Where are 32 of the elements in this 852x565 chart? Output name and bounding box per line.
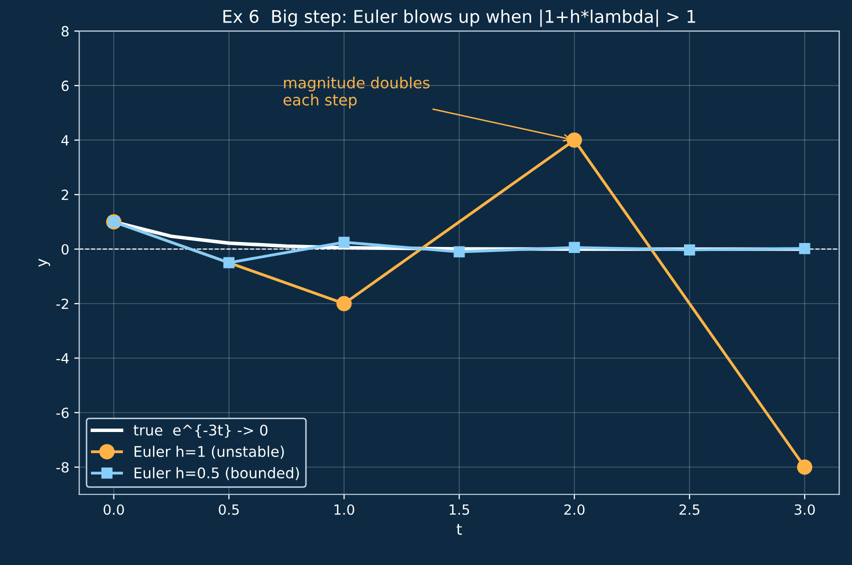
x-tick-label: 1.5 <box>450 504 470 515</box>
x-tick-label: 0.0 <box>104 504 124 515</box>
y-tick-label: 4 <box>61 135 69 146</box>
chart-title: Ex 6 Big step: Euler blows up when |1+h*lambda| > 1 <box>223 9 696 27</box>
x-tick-label: 1.0 <box>334 504 354 515</box>
annotation: magnitude doubles each step <box>284 76 430 109</box>
legend-label: true e^{-3t} -> 0 <box>134 424 268 438</box>
x-tick-label: 2.5 <box>680 504 700 515</box>
y-tick-label: -6 <box>56 408 69 418</box>
y-tick-label: -8 <box>56 462 69 473</box>
x-tick-label: 2.0 <box>564 504 584 515</box>
y-tick-label: 0 <box>62 244 69 255</box>
point <box>566 132 582 148</box>
point <box>797 459 812 475</box>
x-tick-label: 3.0 <box>794 504 815 515</box>
y-tick-label: -2 <box>56 298 68 309</box>
legend-label: Euler h=0.5 (bounded) <box>134 467 299 480</box>
point <box>454 246 465 258</box>
y-tick-label: 2 <box>62 190 68 200</box>
y-tick-label: 8 <box>62 26 69 37</box>
legend-label: Euler h=1 (unstable) <box>134 446 284 459</box>
point <box>338 236 350 248</box>
y-tick-label: -4 <box>56 353 69 364</box>
x-tick-label: 0.5 <box>218 504 239 515</box>
y-axis-title: y <box>38 258 50 267</box>
y-tick-label: 6 <box>62 80 69 92</box>
x-axis-title: t <box>456 524 462 535</box>
point <box>684 244 696 256</box>
point <box>799 242 810 254</box>
point <box>336 296 352 312</box>
point <box>568 242 580 254</box>
point <box>223 257 234 268</box>
